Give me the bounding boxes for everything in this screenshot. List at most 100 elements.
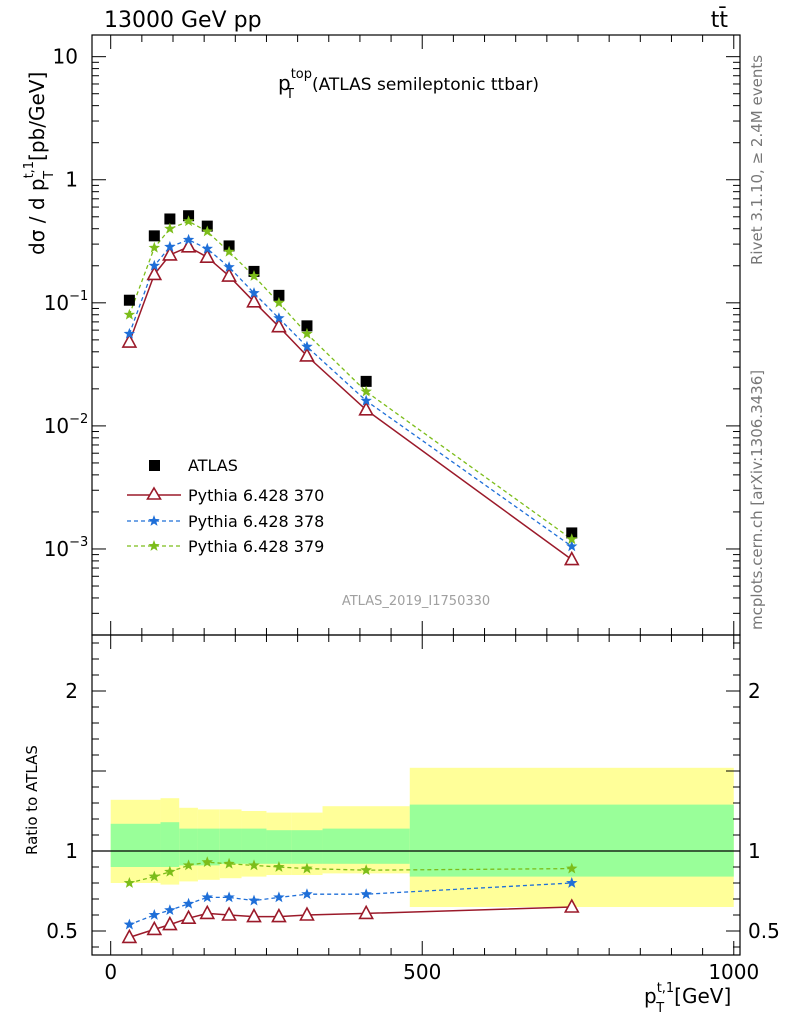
main-point-atlas	[123, 294, 135, 306]
ratio-point-pythia-6-428-379	[301, 862, 313, 874]
main-point-atlas	[164, 213, 176, 225]
title-rest: (ATLAS semileptonic ttbar)	[312, 75, 539, 95]
legend-entry-379: Pythia 6.428 379	[127, 537, 324, 556]
source-label: mcplots.cern.ch [arXiv:1306.3436]	[748, 370, 766, 630]
main-point-pythia-6-428-378	[182, 233, 195, 245]
ratio-point-pythia-6-428-379	[248, 859, 260, 871]
ratio-point-pythia-6-428-370	[199, 904, 216, 920]
legend-entry-378: Pythia 6.428 378	[127, 512, 324, 531]
process-label: tt̄	[711, 7, 729, 33]
ratio-band-inner	[241, 828, 267, 864]
main-point-pythia-6-428-370	[563, 550, 580, 566]
ratio-point-pythia-6-428-379	[360, 864, 372, 876]
legend-label-370: Pythia 6.428 370	[188, 486, 324, 505]
ratio-ylabel: Ratio to ATLAS	[23, 745, 41, 855]
ratio-point-pythia-6-428-370	[221, 906, 237, 921]
ratio-band-inner	[291, 830, 323, 864]
legend-label-379: Pythia 6.428 379	[188, 537, 324, 556]
ratio-ytick-label: 1	[65, 839, 78, 863]
ratio-point-pythia-6-428-378	[201, 891, 213, 903]
xlabel-pre: p	[644, 984, 657, 1008]
main-point-pythia-6-428-378	[566, 540, 578, 552]
ratio-point-pythia-6-428-370	[271, 907, 287, 923]
legend-label-378: Pythia 6.428 378	[188, 512, 324, 531]
ratio-band-inner	[322, 828, 410, 864]
ratio-point-pythia-6-428-370	[162, 915, 178, 931]
ratio-ytick-label-right: 0.5	[748, 919, 780, 943]
ratio-point-pythia-6-428-370	[299, 906, 315, 921]
main-point-pythia-6-428-378	[148, 259, 161, 271]
main-point-pythia-6-428-379	[273, 296, 285, 308]
main-point-pythia-6-428-370	[358, 401, 374, 416]
main-point-pythia-6-428-378	[164, 240, 176, 252]
ratio-point-pythia-6-428-378	[248, 894, 260, 906]
rivet-label: Rivet 3.1.10, ≥ 2.4M events	[748, 55, 766, 265]
ratio-ytick-label-right: 2	[748, 679, 761, 703]
main-point-pythia-6-428-379	[164, 222, 176, 234]
main-point-pythia-6-428-370	[199, 248, 216, 263]
ratio-point-pythia-6-428-379	[148, 870, 161, 882]
ratio-point-pythia-6-428-378	[360, 888, 372, 900]
main-point-pythia-6-428-378	[201, 242, 213, 254]
main-title: ptop T (ATLAS semileptonic ttbar)	[278, 67, 539, 102]
legend-marker-370	[146, 486, 162, 500]
main-line-pythia-6-428-379	[128, 220, 573, 540]
ratio-point-pythia-6-428-378	[223, 891, 235, 903]
main-point-pythia-6-428-370	[121, 333, 138, 348]
xlabel-sub: T	[655, 1001, 664, 1016]
ratio-point-pythia-6-428-379	[273, 861, 285, 872]
legend-marker-379	[148, 540, 160, 551]
main-point-pythia-6-428-378	[223, 261, 235, 272]
main-point-pythia-6-428-379	[360, 385, 372, 397]
legend-marker-378	[148, 515, 160, 526]
main-point-pythia-6-428-370	[271, 317, 287, 333]
main-point-pythia-6-428-379	[201, 225, 213, 237]
main-ytick-label: 1	[65, 168, 78, 192]
ratio-line-pythia-6-428-370	[129, 906, 572, 939]
ratio-xtick-label: 500	[403, 960, 441, 984]
ratio-frame	[91, 634, 741, 956]
ratio-point-pythia-6-428-379	[223, 857, 235, 869]
ratio-xtick-label: 0	[104, 960, 117, 984]
ratio-ytick-label: 2	[65, 679, 78, 703]
ratio-point-pythia-6-428-370	[146, 920, 163, 936]
ratio-xtick-label: 1000	[708, 960, 759, 984]
watermark: ATLAS_2019_I1750330	[342, 594, 490, 609]
main-point-atlas	[360, 375, 372, 387]
title-sup: top	[291, 67, 312, 82]
main-ytick-label: 10−2	[44, 412, 89, 438]
ylabel-sup: t,1	[22, 161, 37, 179]
main-ytick-label: 10−1	[44, 289, 89, 315]
title-sub: T	[285, 87, 294, 102]
main-point-pythia-6-428-379	[123, 308, 136, 320]
main-point-pythia-6-428-378	[360, 394, 372, 406]
ratio-point-pythia-6-428-370	[563, 898, 580, 913]
main-point-pythia-6-428-379	[182, 215, 195, 227]
main-point-pythia-6-428-370	[162, 246, 178, 261]
ratio-point-pythia-6-428-378	[164, 904, 176, 916]
main-point-pythia-6-428-370	[299, 347, 315, 362]
main-point-pythia-6-428-378	[248, 287, 260, 298]
main-point-pythia-6-428-379	[301, 327, 313, 339]
ratio-point-pythia-6-428-370	[180, 909, 197, 925]
ratio-ticks: 2 2 1 1 0.5 0.5 0 500 1000	[46, 635, 780, 984]
main-point-atlas	[566, 527, 578, 539]
main-panel: 10 1 10−1 10−2 10−3 ptop T (ATLAS semileptonic…	[22, 34, 741, 636]
title-main: p	[278, 71, 291, 95]
legend-label-atlas: ATLAS	[188, 456, 238, 475]
xlabel-post: [GeV]	[674, 984, 731, 1008]
legend-marker-atlas	[149, 460, 160, 471]
ylabel-sub: T	[42, 171, 57, 180]
ratio-point-pythia-6-428-370	[358, 904, 374, 920]
legend-entry-370: Pythia 6.428 370	[127, 486, 324, 505]
main-point-pythia-6-428-378	[301, 340, 313, 352]
main-ytick-label: 10	[53, 45, 78, 69]
legend-entry-atlas: ATLAS	[149, 456, 238, 475]
main-point-pythia-6-428-370	[246, 293, 262, 308]
legend: ATLAS Pythia 6.428 370 Pythia 6.428 378 …	[127, 456, 324, 556]
main-point-pythia-6-428-379	[566, 533, 578, 545]
main-ylabel: dσ / d pt,1 T [pb/GeV]	[22, 72, 57, 255]
ratio-point-pythia-6-428-379	[123, 877, 136, 888]
ratio-point-pythia-6-428-379	[566, 862, 578, 874]
